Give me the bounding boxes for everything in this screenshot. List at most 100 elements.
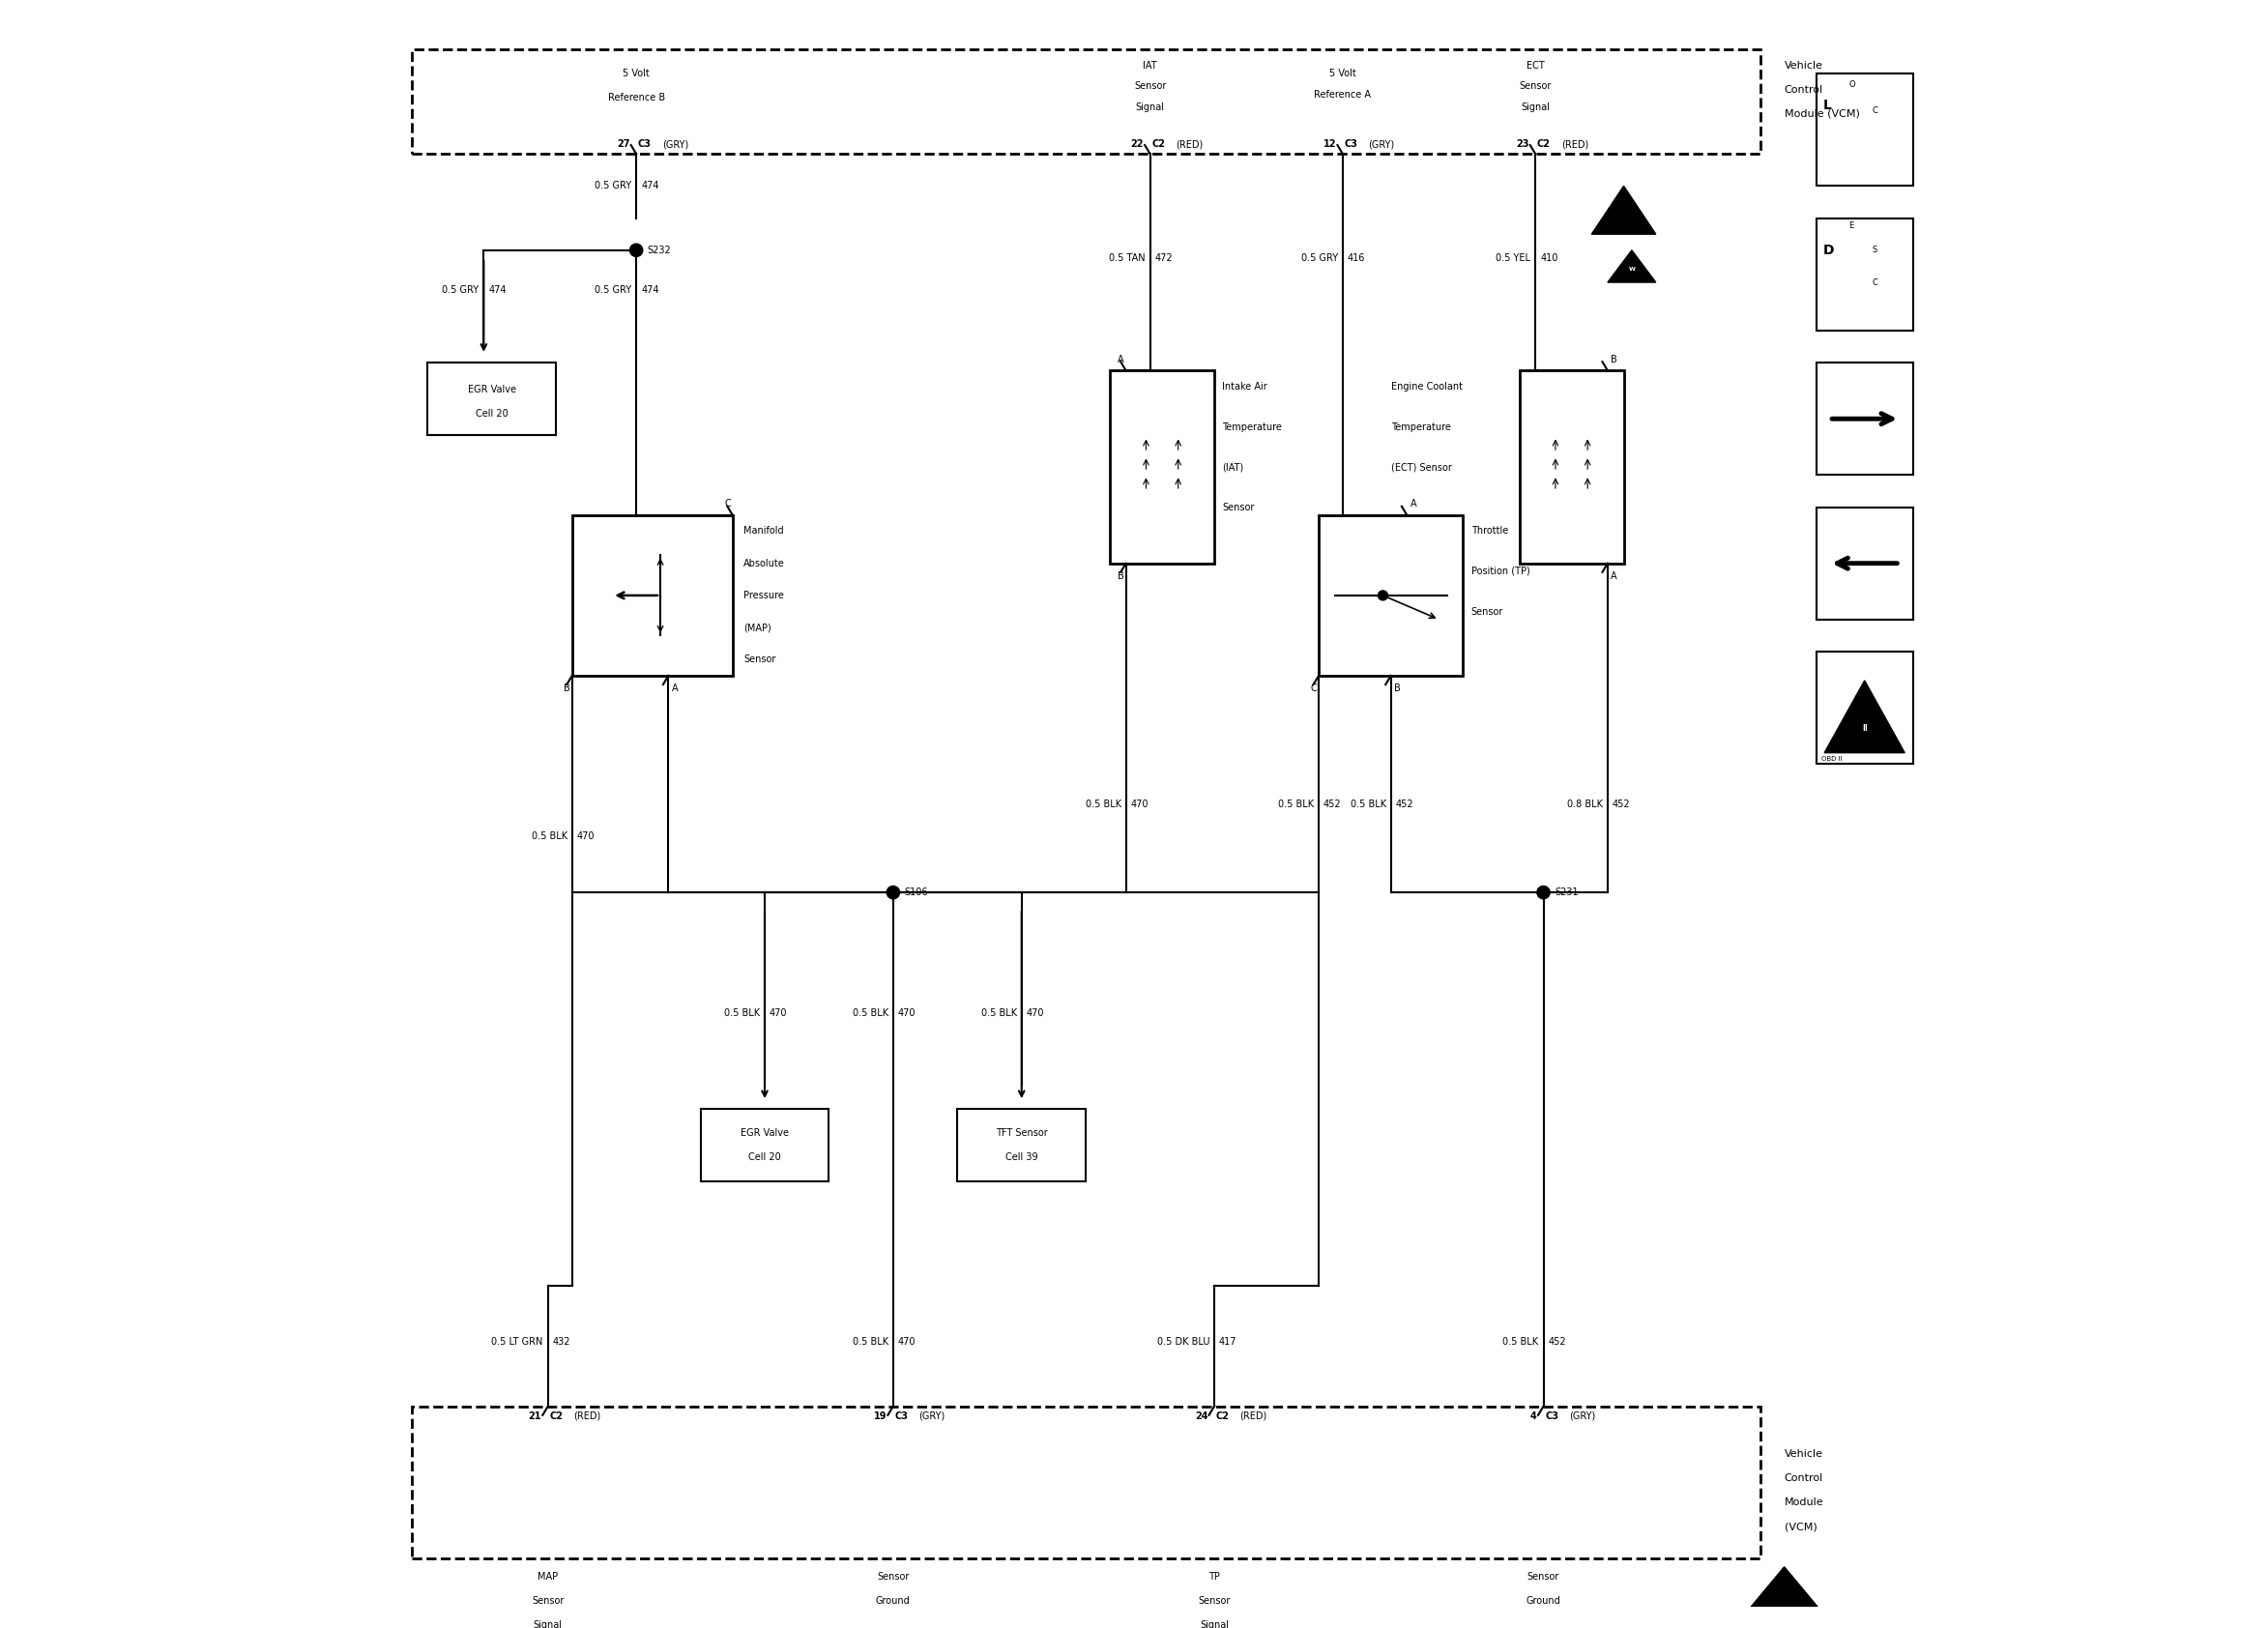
Text: 0.5 BLK: 0.5 BLK bbox=[1277, 799, 1313, 809]
Text: (RED): (RED) bbox=[1241, 1411, 1268, 1421]
Polygon shape bbox=[1608, 251, 1656, 282]
Text: II: II bbox=[1862, 724, 1867, 733]
Text: 21: 21 bbox=[528, 1411, 542, 1421]
Text: Reference B: Reference B bbox=[608, 93, 665, 103]
Polygon shape bbox=[1744, 1566, 1823, 1615]
Text: 0.5 GRY: 0.5 GRY bbox=[442, 285, 479, 295]
Text: A: A bbox=[1118, 355, 1125, 365]
Text: 19: 19 bbox=[873, 1411, 887, 1421]
Text: TP: TP bbox=[1209, 1571, 1220, 1581]
Text: Absolute: Absolute bbox=[744, 558, 785, 568]
Text: (GRY): (GRY) bbox=[1368, 140, 1395, 150]
Text: A: A bbox=[1411, 500, 1418, 508]
Text: 472: 472 bbox=[1154, 254, 1173, 264]
Text: EGR Valve: EGR Valve bbox=[467, 386, 515, 394]
Text: 23: 23 bbox=[1515, 140, 1529, 150]
Text: C3: C3 bbox=[1345, 140, 1359, 150]
Text: (ECT) Sensor: (ECT) Sensor bbox=[1390, 462, 1452, 472]
Text: 4: 4 bbox=[1531, 1411, 1538, 1421]
Text: (RED): (RED) bbox=[1560, 140, 1588, 150]
Text: Vehicle: Vehicle bbox=[1785, 1449, 1823, 1459]
Text: Reference A: Reference A bbox=[1313, 90, 1372, 99]
Text: Ground: Ground bbox=[1526, 1595, 1560, 1605]
Text: 0.5 BLK: 0.5 BLK bbox=[1504, 1337, 1538, 1346]
Text: C2: C2 bbox=[1216, 1411, 1229, 1421]
Text: E: E bbox=[1848, 221, 1853, 231]
Circle shape bbox=[1538, 886, 1549, 899]
Text: 5 Volt: 5 Volt bbox=[624, 68, 649, 78]
Text: 0.5 GRY: 0.5 GRY bbox=[1302, 254, 1338, 264]
Text: 0.8 BLK: 0.8 BLK bbox=[1567, 799, 1603, 809]
Text: ECT: ECT bbox=[1526, 60, 1545, 70]
Text: 0.5 GRY: 0.5 GRY bbox=[594, 181, 631, 190]
Text: 0.5 TAN: 0.5 TAN bbox=[1109, 254, 1145, 264]
Text: 22: 22 bbox=[1129, 140, 1143, 150]
Text: 0.5 BLK: 0.5 BLK bbox=[853, 1337, 889, 1346]
Text: D: D bbox=[1823, 244, 1835, 257]
Text: 0.5 BLK: 0.5 BLK bbox=[723, 1008, 760, 1018]
Text: Ground: Ground bbox=[875, 1595, 909, 1605]
Text: S232: S232 bbox=[646, 246, 671, 256]
Bar bbox=[429, 363, 556, 435]
Text: 27: 27 bbox=[617, 140, 631, 150]
Text: 24: 24 bbox=[1195, 1411, 1209, 1421]
Text: 5 Volt: 5 Volt bbox=[1329, 68, 1356, 78]
Text: C3: C3 bbox=[637, 140, 651, 150]
Text: (IAT): (IAT) bbox=[1222, 462, 1243, 472]
Text: B: B bbox=[1118, 571, 1125, 581]
Text: S: S bbox=[1873, 246, 1878, 254]
Text: 12: 12 bbox=[1322, 140, 1336, 150]
Text: O: O bbox=[1848, 80, 1855, 90]
Text: Signal: Signal bbox=[533, 1620, 562, 1628]
Text: Sensor: Sensor bbox=[1198, 1595, 1232, 1605]
Text: L: L bbox=[1823, 99, 1830, 112]
Text: Vehicle: Vehicle bbox=[1785, 60, 1823, 70]
Text: C3: C3 bbox=[896, 1411, 907, 1421]
Text: 0.5 LT GRN: 0.5 LT GRN bbox=[492, 1337, 542, 1346]
Bar bbox=[1109, 371, 1213, 563]
Text: 474: 474 bbox=[642, 181, 660, 190]
Text: (MAP): (MAP) bbox=[744, 622, 771, 632]
Text: Sensor: Sensor bbox=[744, 654, 776, 664]
Text: S231: S231 bbox=[1554, 887, 1579, 897]
Text: B: B bbox=[1610, 355, 1617, 365]
Bar bbox=[1520, 371, 1624, 563]
Text: Position (TP): Position (TP) bbox=[1472, 567, 1531, 576]
Text: 470: 470 bbox=[769, 1008, 787, 1018]
Text: 470: 470 bbox=[576, 832, 594, 842]
Text: Sensor: Sensor bbox=[531, 1595, 565, 1605]
Text: 470: 470 bbox=[898, 1008, 916, 1018]
Bar bbox=[411, 1407, 1760, 1558]
Bar bbox=[411, 49, 1760, 155]
Text: Cell 39: Cell 39 bbox=[1005, 1153, 1039, 1162]
Text: Control: Control bbox=[1785, 1473, 1823, 1483]
Text: IAT: IAT bbox=[1143, 60, 1157, 70]
Text: 0.5 BLK: 0.5 BLK bbox=[980, 1008, 1016, 1018]
Text: 410: 410 bbox=[1540, 254, 1558, 264]
Text: Signal: Signal bbox=[1136, 103, 1163, 112]
Text: B: B bbox=[1395, 684, 1402, 694]
Text: 0.5 BLK: 0.5 BLK bbox=[1349, 799, 1386, 809]
Text: 470: 470 bbox=[1132, 799, 1148, 809]
Text: Engine Coolant: Engine Coolant bbox=[1390, 383, 1463, 391]
Text: S106: S106 bbox=[905, 887, 928, 897]
Bar bbox=[1817, 363, 1912, 475]
Text: A: A bbox=[671, 684, 678, 694]
Text: (VCM): (VCM) bbox=[1785, 1522, 1817, 1532]
Bar bbox=[1817, 73, 1912, 186]
Text: Temperature: Temperature bbox=[1390, 422, 1452, 431]
Text: OBD II: OBD II bbox=[1821, 757, 1842, 762]
Text: 0.5 YEL: 0.5 YEL bbox=[1497, 254, 1531, 264]
Text: C2: C2 bbox=[549, 1411, 562, 1421]
Polygon shape bbox=[1592, 186, 1656, 234]
Text: Sensor: Sensor bbox=[1222, 503, 1254, 511]
Text: Sensor: Sensor bbox=[1526, 1571, 1560, 1581]
Text: Sensor: Sensor bbox=[1134, 81, 1166, 91]
Text: C: C bbox=[1873, 278, 1878, 287]
Text: Pressure: Pressure bbox=[744, 591, 785, 601]
Text: 470: 470 bbox=[898, 1337, 916, 1346]
Polygon shape bbox=[1823, 681, 1905, 752]
Text: 0.5 DK BLU: 0.5 DK BLU bbox=[1157, 1337, 1209, 1346]
Text: 0.5 BLK: 0.5 BLK bbox=[531, 832, 567, 842]
Text: 452: 452 bbox=[1613, 799, 1631, 809]
